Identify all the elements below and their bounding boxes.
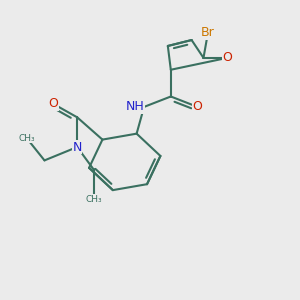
Text: CH₃: CH₃ (85, 194, 102, 203)
Text: CH₃: CH₃ (18, 134, 35, 142)
Text: NH: NH (125, 100, 144, 113)
Text: O: O (193, 100, 202, 113)
Text: N: N (73, 140, 82, 154)
Text: O: O (222, 51, 232, 64)
Text: Br: Br (201, 26, 215, 39)
Text: O: O (49, 98, 58, 110)
